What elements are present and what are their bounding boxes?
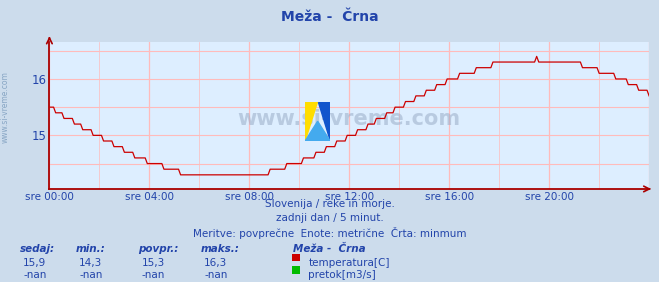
Text: Meža -  Črna: Meža - Črna <box>281 10 378 24</box>
Text: pretok[m3/s]: pretok[m3/s] <box>308 270 376 280</box>
Text: min.:: min.: <box>76 244 105 254</box>
Text: 14,3: 14,3 <box>79 258 102 268</box>
Text: 15,9: 15,9 <box>23 258 46 268</box>
Text: www.si-vreme.com: www.si-vreme.com <box>1 71 10 143</box>
Text: temperatura[C]: temperatura[C] <box>308 258 390 268</box>
Polygon shape <box>305 102 318 141</box>
Text: Meritve: povprečne  Enote: metrične  Črta: minmum: Meritve: povprečne Enote: metrične Črta:… <box>192 227 467 239</box>
Text: -nan: -nan <box>79 270 102 280</box>
Text: Slovenija / reke in morje.: Slovenija / reke in morje. <box>264 199 395 209</box>
Text: -nan: -nan <box>204 270 227 280</box>
Text: 15,3: 15,3 <box>142 258 165 268</box>
Text: povpr.:: povpr.: <box>138 244 179 254</box>
Polygon shape <box>305 121 330 141</box>
Text: maks.:: maks.: <box>201 244 240 254</box>
Text: -nan: -nan <box>142 270 165 280</box>
Text: www.si-vreme.com: www.si-vreme.com <box>238 109 461 129</box>
Text: sedaj:: sedaj: <box>20 244 55 254</box>
Text: -nan: -nan <box>23 270 46 280</box>
Text: zadnji dan / 5 minut.: zadnji dan / 5 minut. <box>275 213 384 223</box>
Polygon shape <box>318 102 330 141</box>
Text: Meža -  Črna: Meža - Črna <box>293 244 366 254</box>
Text: 16,3: 16,3 <box>204 258 227 268</box>
